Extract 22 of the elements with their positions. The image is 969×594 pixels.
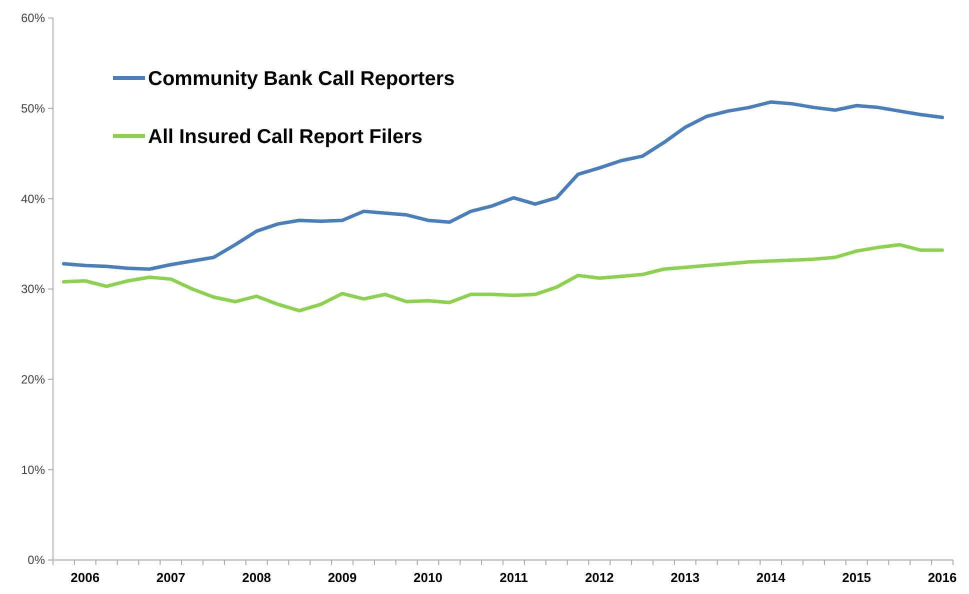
y-tick-label: 50% [20,102,46,116]
x-tick-label: 2011 [500,570,528,585]
legend-label: All Insured Call Report Filers [148,126,423,148]
legend-label: Community Bank Call Reporters [148,68,455,90]
y-tick-label: 10% [20,462,46,477]
y-tick-label: 60% [20,11,46,26]
line-series [62,100,944,271]
x-tick-label: 2007 [156,570,186,585]
x-tick-label: 2016 [928,570,957,585]
y-tick-label: 30% [20,282,46,296]
x-tick-label: 2008 [242,570,272,585]
x-tick-label: 2009 [328,570,357,585]
y-tick-label: 0% [28,553,46,568]
x-tick-label: 2015 [842,570,872,585]
x-tick-label: 2012 [584,570,614,585]
x-tick-label: 2006 [70,570,100,585]
x-tick-label: 2013 [670,570,700,585]
y-tick-label: 20% [20,372,46,387]
y-tick-label: 40% [20,192,46,206]
x-tick-label: 2010 [414,570,442,585]
line-series [62,242,944,312]
x-tick-label: 2014 [756,570,786,585]
